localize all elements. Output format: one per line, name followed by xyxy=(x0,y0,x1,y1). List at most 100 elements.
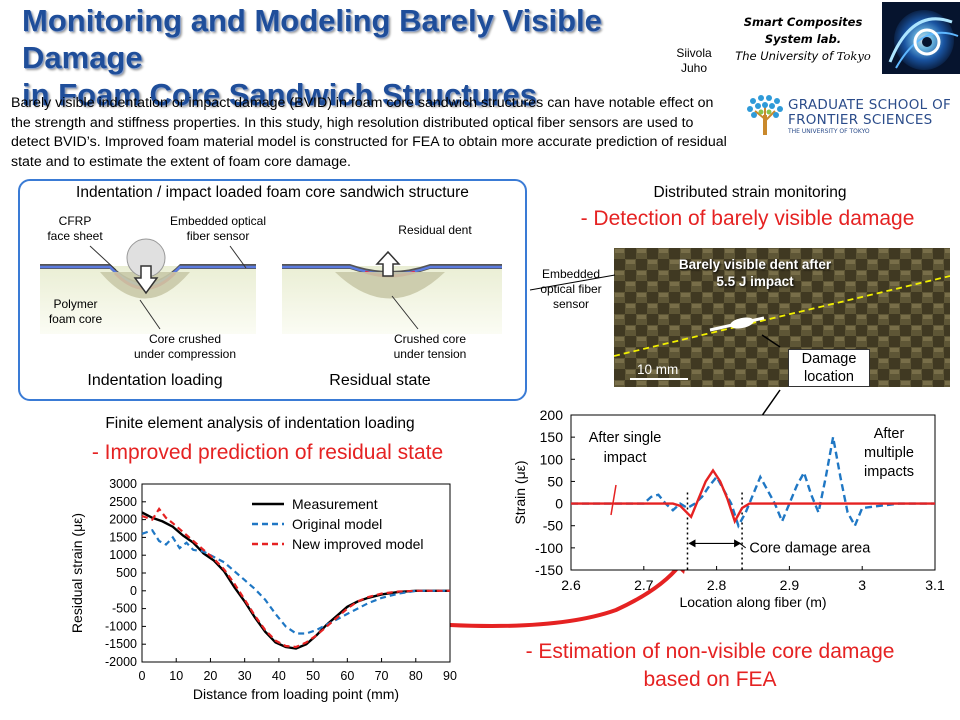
tree-logo-icon xyxy=(745,93,785,137)
fea-heading: Finite element analysis of indentation l… xyxy=(105,415,415,432)
label-core-tension-1: Crushed core xyxy=(393,332,467,346)
damage-label-2: location xyxy=(804,369,854,385)
intro-paragraph: Barely visible indentation or impact dam… xyxy=(11,95,727,170)
y-tick-label: 1500 xyxy=(109,530,137,544)
plot-area xyxy=(141,483,451,663)
x-tick-label: 60 xyxy=(340,669,354,683)
y-axis-label: Strain (με) xyxy=(512,460,528,524)
y-tick-label: 200 xyxy=(540,407,564,423)
lab-name: Smart Composites System lab. The Univers… xyxy=(728,14,878,65)
caption-residual: Residual state xyxy=(329,372,431,389)
label-core-tension: Crushed core under tension xyxy=(375,332,485,362)
annotation-multiple-impacts: After multiple impacts xyxy=(864,426,914,480)
label-fiber: Embedded optical fiber sensor xyxy=(158,214,278,244)
specimen-photo xyxy=(614,248,950,387)
label-sensor: Embedded optical fiber sensor xyxy=(530,267,612,312)
x-tick-label: 2.9 xyxy=(780,577,800,593)
legend-label-0: Measurement xyxy=(292,496,378,512)
y-tick-label: 100 xyxy=(540,451,564,467)
lab-logo-icon xyxy=(882,2,960,74)
series-line-0 xyxy=(571,468,935,525)
label-sensor-3: sensor xyxy=(552,297,590,311)
diagram-heading: Indentation / impact loaded foam core sa… xyxy=(76,184,469,201)
sandwich-diagram xyxy=(40,238,502,334)
label-fiber-2: fiber sensor xyxy=(186,229,250,243)
lab-line-2: System lab. xyxy=(764,32,842,46)
x-tick-label: 2.6 xyxy=(561,577,581,593)
y-tick-label: 150 xyxy=(540,429,564,445)
lab-line-3b: Tokyo xyxy=(836,49,871,63)
x-tick-label: 3 xyxy=(858,577,866,593)
annotation-core-damage-area: Core damage area xyxy=(749,540,871,556)
annotation-pointer-core xyxy=(738,542,747,549)
x-tick-label: 90 xyxy=(443,669,457,683)
y-tick-label: 500 xyxy=(116,566,137,580)
y-tick-label: -150 xyxy=(535,562,563,578)
annotation-single-impact: After single impact xyxy=(589,430,662,466)
label-cfrp-2: face sheet xyxy=(47,229,103,243)
author-surname: Siivola xyxy=(676,46,712,60)
x-tick-label: 80 xyxy=(409,669,423,683)
y-tick-label: 2500 xyxy=(109,495,137,509)
down-arrow-icon xyxy=(133,265,159,295)
y-tick-label: 3000 xyxy=(109,477,137,491)
poster-title: Monitoring and Modeling Barely Visible D… xyxy=(22,2,712,113)
leader-core-tension xyxy=(391,295,419,330)
x-tick-label: 2.8 xyxy=(707,577,727,593)
x-axis-label: Location along fiber (m) xyxy=(679,594,826,610)
label-core-compress-2: under compression xyxy=(133,347,237,361)
x-tick-label: 3.1 xyxy=(925,577,945,593)
label-core-compress-1: Core crushed xyxy=(148,332,222,346)
x-tick-label: 30 xyxy=(238,669,252,683)
label-foam: Polymer foam core xyxy=(38,297,113,327)
label-core-compress: Core crushed under compression xyxy=(120,332,250,362)
sandwich-diagram-panel xyxy=(18,179,527,401)
y-tick-label: -1000 xyxy=(105,619,137,633)
leader-core-compress xyxy=(139,299,161,330)
y-tick-label: -2000 xyxy=(105,655,137,669)
label-residual-dent: Residual dent xyxy=(398,223,472,237)
series-line-1 xyxy=(571,436,935,529)
y-tick-label: -500 xyxy=(112,602,137,616)
estimation-line-2: based on FEA xyxy=(643,668,777,691)
gsfs-line-3: THE UNIVERSITY OF TOKYO xyxy=(788,128,870,135)
gsfs-line-1: GRADUATE SCHOOL OF xyxy=(788,97,952,113)
author-given-name: Juho xyxy=(680,61,708,75)
y-tick-label: 0 xyxy=(130,584,137,598)
y-axis-label: Residual strain (με) xyxy=(69,513,85,633)
caption-indentation: Indentation loading xyxy=(87,372,223,389)
y-tick-label: 50 xyxy=(547,473,563,489)
x-tick-label: 40 xyxy=(272,669,286,683)
monitoring-subheading: - Detection of barely visible damage xyxy=(580,207,915,230)
x-tick-label: 2.7 xyxy=(634,577,654,593)
gsfs-line-2: FRONTIER SCIENCES xyxy=(788,112,933,128)
x-axis-label: Distance from loading point (mm) xyxy=(193,686,399,702)
x-tick-label: 70 xyxy=(375,669,389,683)
legend-label-2: New improved model xyxy=(292,536,424,552)
up-arrow-icon xyxy=(375,250,401,277)
x-tick-label: 50 xyxy=(306,669,320,683)
leader-cfrp xyxy=(89,245,117,271)
y-tick-label: 1000 xyxy=(109,548,137,562)
scale-bar-label: 10 mm xyxy=(637,362,679,377)
series-line-0 xyxy=(141,511,450,650)
photo-annotation-2: 5.5 J impact xyxy=(716,274,794,289)
monitoring-heading: Distributed strain monitoring xyxy=(653,184,847,201)
fea-subheading: - Improved prediction of residual state xyxy=(91,441,444,464)
lab-line-3a: The University of xyxy=(735,49,837,63)
y-tick-label: -1500 xyxy=(105,637,137,651)
label-cfrp-1: CFRP xyxy=(58,214,92,228)
y-tick-label: 0 xyxy=(555,496,563,512)
leader-fiber xyxy=(229,245,247,269)
label-foam-1: Polymer xyxy=(53,297,98,311)
damage-label-1: Damage xyxy=(801,351,857,367)
x-tick-label: 20 xyxy=(203,669,217,683)
y-tick-label: -50 xyxy=(543,518,563,534)
series-line-1 xyxy=(141,528,450,635)
series-line-2 xyxy=(141,506,450,649)
title-line-1: Monitoring and Modeling Barely Visible D… xyxy=(22,3,602,75)
label-sensor-1: Embedded xyxy=(541,267,601,281)
y-tick-label: 2000 xyxy=(109,513,137,527)
arrow-right-icon xyxy=(734,539,742,548)
